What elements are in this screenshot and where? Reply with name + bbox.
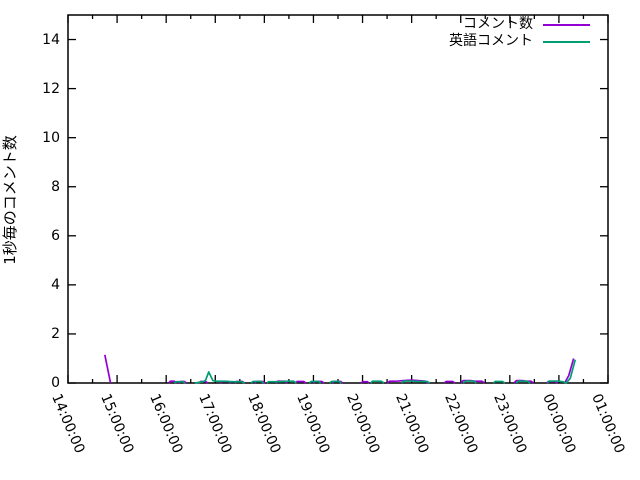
y-tick-label: 8 bbox=[51, 178, 60, 195]
y-tick-label: 2 bbox=[51, 325, 60, 342]
legend-line-sample-english-comments bbox=[543, 40, 590, 43]
series-line-1 bbox=[250, 380, 264, 384]
series-line-1 bbox=[401, 380, 431, 384]
y-tick-label: 6 bbox=[51, 227, 60, 244]
series-line-1 bbox=[173, 380, 186, 384]
series-line-1 bbox=[308, 380, 322, 384]
legend-label-comments: コメント数 bbox=[463, 16, 533, 32]
series-line-1 bbox=[266, 380, 297, 384]
series-line-0 bbox=[563, 358, 575, 384]
legend-item-english-comments: 英語コメント bbox=[449, 33, 590, 50]
series-line-1 bbox=[492, 380, 506, 384]
series-line-1 bbox=[546, 359, 577, 384]
legend-line-sample-comments bbox=[543, 23, 590, 26]
y-tick-label: 0 bbox=[51, 375, 60, 391]
series-line-0 bbox=[360, 380, 370, 384]
y-tick-label: 14 bbox=[42, 31, 60, 48]
series-line-0 bbox=[103, 354, 112, 384]
series-line-1 bbox=[370, 380, 385, 384]
legend-item-comments: コメント数 bbox=[463, 16, 590, 33]
y-tick-label: 4 bbox=[51, 276, 60, 293]
series-line-1 bbox=[462, 380, 477, 384]
series-line-1 bbox=[329, 380, 342, 384]
plot-border bbox=[67, 14, 609, 384]
series-line-1 bbox=[515, 380, 531, 384]
y-tick-label: 10 bbox=[42, 129, 60, 146]
legend-label-english-comments: 英語コメント bbox=[449, 33, 533, 49]
series-line-1 bbox=[194, 371, 246, 384]
series-line-0 bbox=[443, 380, 456, 384]
y-tick-label: 12 bbox=[42, 80, 60, 97]
legend: コメント数 英語コメント bbox=[0, 16, 590, 50]
